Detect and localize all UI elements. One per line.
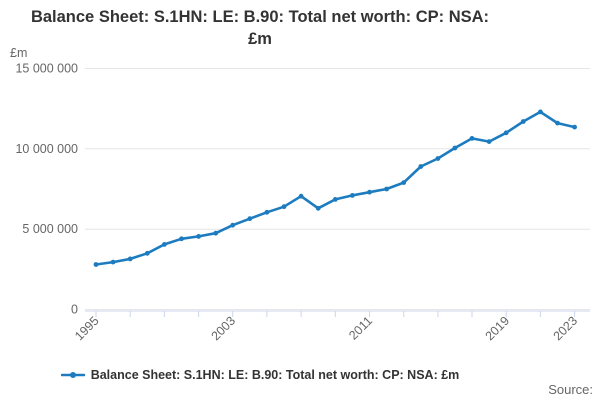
series-total-net-worth-line[interactable]: [93, 109, 577, 267]
gridlines: [85, 68, 590, 310]
legend: Balance Sheet: S.1HN: LE: B.90: Total ne…: [0, 366, 520, 384]
x-axis-tick-label: 1995: [72, 314, 102, 344]
legend-label: Balance Sheet: S.1HN: LE: B.90: Total ne…: [90, 368, 460, 382]
x-axis-tick-label: 2023: [551, 314, 581, 344]
x-axis-tick-label: 2019: [483, 314, 513, 344]
x-axis-tick-label: 2003: [209, 314, 239, 344]
chart-title: Balance Sheet: S.1HN: LE: B.90: Total ne…: [30, 8, 490, 48]
y-axis-unit-label: £m: [10, 46, 27, 60]
y-axis-tick-label: 15 000 000: [15, 62, 78, 76]
y-axis-tick-label: 0: [71, 303, 78, 317]
legend-line-marker-icon: [60, 372, 85, 378]
y-axis-tick-label: 10 000 000: [15, 142, 78, 156]
legend-item-total-net-worth[interactable]: Balance Sheet: S.1HN: LE: B.90: Total ne…: [60, 368, 460, 382]
source-label: Source:: [548, 382, 593, 397]
x-axis-tick-label: 2011: [346, 314, 375, 343]
x-axis: [85, 310, 590, 317]
y-axis-tick-label: 5 000 000: [22, 222, 78, 236]
